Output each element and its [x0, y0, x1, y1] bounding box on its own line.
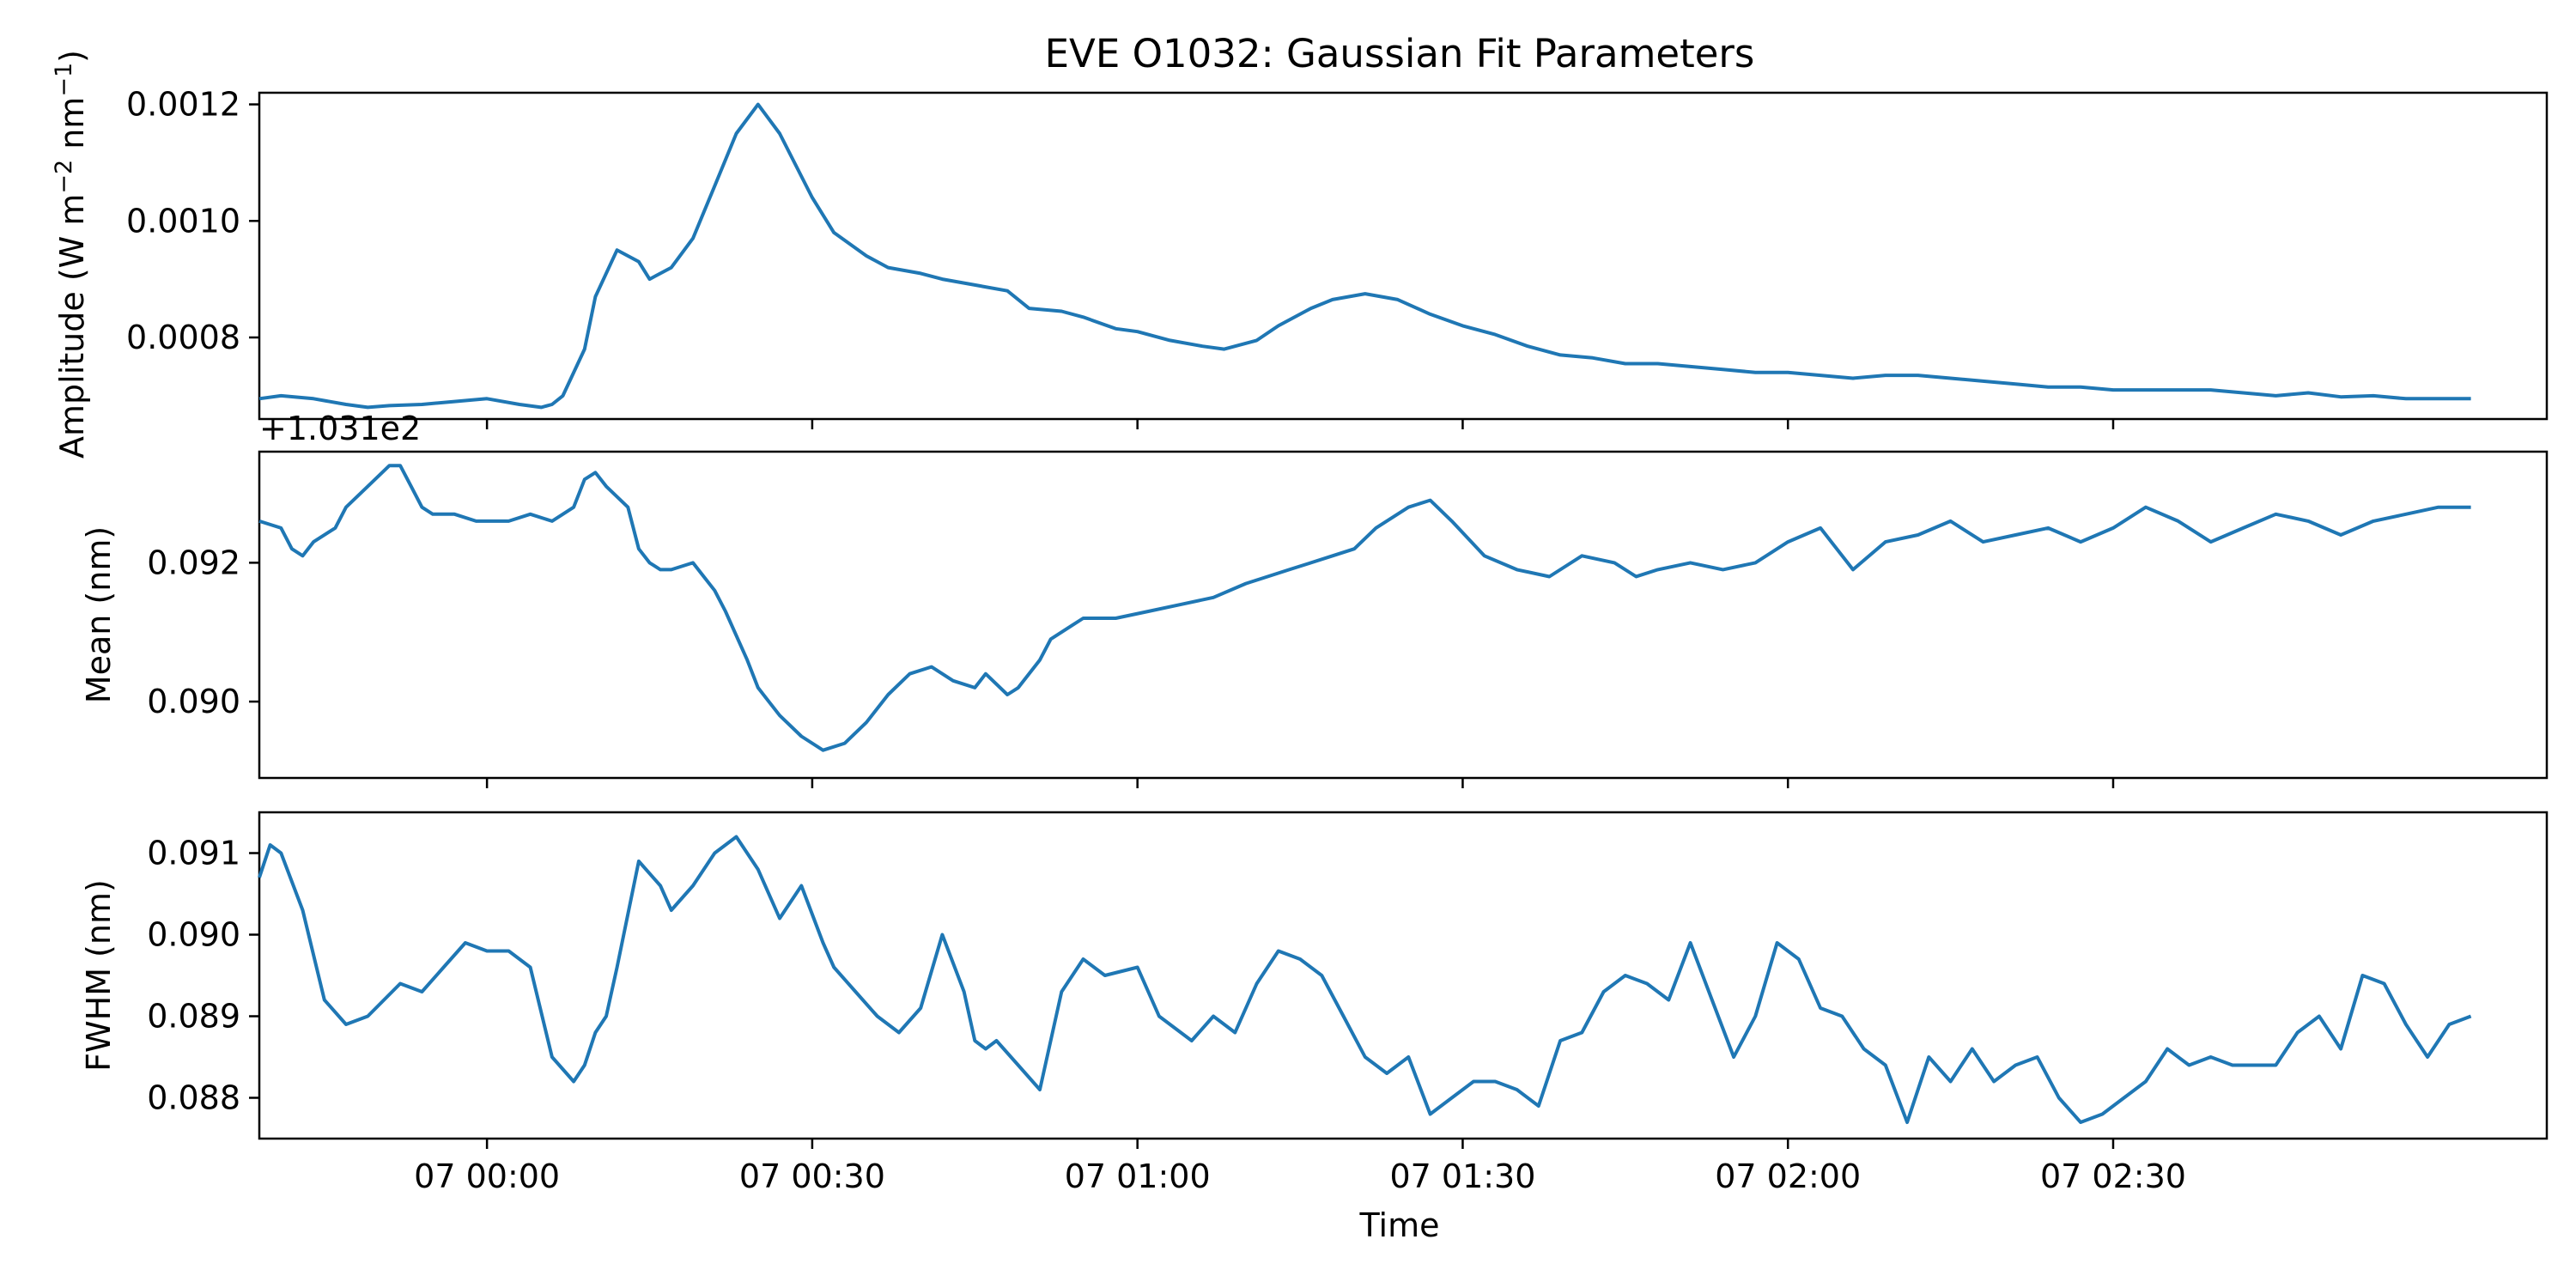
svg-text:Amplitude (W m−2 nm−1): Amplitude (W m−2 nm−1)	[51, 50, 91, 459]
fwhm-axes-frame	[258, 811, 2549, 1140]
amplitude-ytick-label: 0.0008	[126, 319, 240, 356]
mean-offset-text: +1.031e2	[259, 410, 421, 447]
fwhm-ytick-label: 0.089	[147, 998, 240, 1036]
xtick-label: 07 00:00	[414, 1157, 560, 1195]
xtick-label: 07 02:30	[2040, 1157, 2186, 1195]
xtick-label: 07 01:30	[1389, 1157, 1535, 1195]
xtick-label: 07 01:00	[1065, 1157, 1211, 1195]
xtick-label: 07 00:30	[739, 1157, 885, 1195]
mean-axes-frame	[258, 450, 2549, 780]
amplitude-y-label-sup2: −1	[51, 63, 77, 97]
mean-series-line	[258, 464, 2471, 752]
fwhm-y-axis-label: FWHM (nm)	[80, 879, 118, 1072]
fwhm-series-line	[258, 835, 2472, 1124]
amplitude-series-line	[258, 102, 2471, 410]
fwhm-panel: FWHM (nm) 0.088 0.089 0.090 0.091 07 00:00 07…	[80, 811, 2549, 1195]
amplitude-ytick-label: 0.0010	[126, 202, 240, 240]
amplitude-axes-frame	[258, 91, 2549, 421]
fwhm-ytick-label: 0.090	[147, 916, 240, 954]
mean-y-axis-label: Mean (nm)	[80, 526, 118, 703]
amplitude-y-axis-label: Amplitude (W m−2 nm−1)	[51, 50, 91, 459]
amplitude-panel: Amplitude (W m−2 nm−1) 0.0008 0.0010 0.001…	[51, 50, 2549, 459]
amplitude-y-label-text: Amplitude (W m	[53, 194, 91, 459]
mean-ytick-label: 0.090	[147, 683, 240, 720]
amplitude-y-label-close: )	[53, 50, 91, 63]
mean-ytick-label: 0.092	[147, 544, 240, 581]
amplitude-ytick-label: 0.0012	[126, 86, 240, 124]
mean-panel: Mean (nm) 0.090 0.092	[80, 450, 2549, 788]
fwhm-ytick-label: 0.088	[147, 1079, 240, 1117]
xtick-label: 07 02:00	[1715, 1157, 1861, 1195]
fwhm-ytick-label: 0.091	[147, 835, 240, 872]
amplitude-y-label-sup1: −2	[51, 160, 77, 194]
amplitude-y-label-unit: nm	[53, 97, 91, 160]
figure-title: EVE O1032: Gaussian Fit Parameters	[1045, 31, 1755, 76]
x-axis-label: Time	[1359, 1206, 1440, 1244]
